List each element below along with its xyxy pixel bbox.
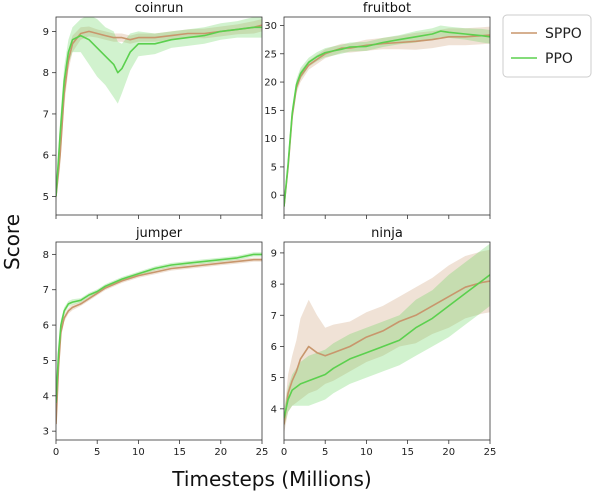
y-tick-label-coinrun-5: 5 bbox=[43, 192, 49, 203]
panel-ninja: ninja 4 5 6 7 8 9 0 5 10 15 20 25 bbox=[271, 226, 497, 458]
y-tick-label-ninja-5: 5 bbox=[271, 373, 277, 384]
panel-title-coinrun: coinrun bbox=[135, 1, 184, 16]
y-tick-label-jumper-7: 7 bbox=[43, 285, 49, 296]
y-tick-label-fruitbot-30: 30 bbox=[264, 21, 277, 32]
panel-coinrun: coinrun 5 6 7 8 9 bbox=[43, 1, 263, 219]
band-sppo-ninja bbox=[284, 249, 490, 434]
x-tick-label-ninja-20: 20 bbox=[442, 447, 455, 458]
legend: SPPO PPO bbox=[502, 14, 592, 78]
series-layer-ninja bbox=[284, 243, 490, 434]
x-tick-label-jumper-25: 25 bbox=[256, 447, 269, 458]
plot-area-jumper bbox=[56, 242, 262, 440]
y-tick-label-fruitbot-5: 5 bbox=[271, 162, 277, 173]
x-tick-label-ninja-0: 0 bbox=[281, 447, 287, 458]
x-tick-label-jumper-0: 0 bbox=[53, 447, 59, 458]
line-ppo-fruitbot bbox=[284, 30, 490, 207]
panel-fruitbot: fruitbot 0 5 10 15 20 25 30 bbox=[264, 1, 491, 219]
y-tick-label-ninja-6: 6 bbox=[271, 342, 277, 353]
plot-area-coinrun bbox=[56, 17, 262, 215]
y-tick-label-fruitbot-20: 20 bbox=[264, 78, 277, 89]
y-tick-label-jumper-5: 5 bbox=[43, 356, 49, 367]
y-tick-label-fruitbot-0: 0 bbox=[271, 191, 277, 202]
x-tick-label-ninja-15: 15 bbox=[401, 447, 414, 458]
plot-area-fruitbot bbox=[284, 17, 490, 215]
y-tick-label-fruitbot-10: 10 bbox=[264, 134, 277, 145]
y-tick-label-ninja-7: 7 bbox=[271, 311, 277, 322]
x-tick-label-jumper-15: 15 bbox=[173, 447, 186, 458]
panel-title-ninja: ninja bbox=[371, 226, 403, 241]
band-ppo-coinrun bbox=[56, 17, 262, 203]
axes-frame-ninja bbox=[283, 241, 491, 441]
panel-jumper: jumper 3 4 5 6 7 8 0 5 10 15 20 25 bbox=[43, 226, 269, 458]
y-tick-label-jumper-3: 3 bbox=[43, 427, 49, 438]
y-tick-label-coinrun-7: 7 bbox=[43, 109, 49, 120]
y-tick-label-coinrun-9: 9 bbox=[43, 27, 49, 38]
line-sppo-jumper bbox=[56, 258, 262, 425]
legend-label-sppo: SPPO bbox=[545, 26, 582, 42]
y-tick-label-jumper-4: 4 bbox=[43, 391, 49, 402]
line-ppo-jumper bbox=[56, 253, 262, 403]
figure-y-axis-label: Score bbox=[0, 214, 24, 270]
y-tick-label-fruitbot-15: 15 bbox=[264, 106, 277, 117]
line-ppo-ninja bbox=[284, 274, 490, 419]
x-tick-label-ninja-5: 5 bbox=[322, 447, 328, 458]
legend-label-ppo: PPO bbox=[545, 51, 573, 67]
x-tick-label-ninja-25: 25 bbox=[484, 447, 497, 458]
y-tick-label-jumper-6: 6 bbox=[43, 321, 49, 332]
x-tick-label-jumper-10: 10 bbox=[132, 447, 145, 458]
series-layer-fruitbot bbox=[284, 25, 490, 210]
y-tick-label-coinrun-8: 8 bbox=[43, 68, 49, 79]
y-tick-label-coinrun-6: 6 bbox=[43, 151, 49, 162]
line-sppo-ninja bbox=[284, 280, 490, 425]
axes-frame-jumper bbox=[55, 241, 263, 441]
series-layer-coinrun bbox=[56, 17, 262, 203]
plot-area-ninja bbox=[284, 242, 490, 440]
figure-x-axis-label: Timesteps (Millions) bbox=[171, 467, 371, 491]
x-tick-label-jumper-5: 5 bbox=[94, 447, 100, 458]
y-tick-label-fruitbot-25: 25 bbox=[264, 49, 277, 60]
legend-frame bbox=[502, 14, 592, 78]
axes-frame-coinrun bbox=[55, 16, 263, 216]
x-tick-label-ninja-10: 10 bbox=[360, 447, 373, 458]
y-tick-label-ninja-9: 9 bbox=[271, 248, 277, 259]
panel-title-fruitbot: fruitbot bbox=[363, 1, 411, 16]
line-ppo-coinrun bbox=[56, 26, 262, 197]
series-layer-jumper bbox=[56, 252, 262, 428]
band-ppo-ninja bbox=[284, 243, 490, 428]
x-tick-label-jumper-20: 20 bbox=[214, 447, 227, 458]
panel-title-jumper: jumper bbox=[135, 226, 183, 241]
y-tick-label-ninja-8: 8 bbox=[271, 280, 277, 291]
band-sppo-fruitbot bbox=[284, 26, 490, 210]
axes-frame-fruitbot bbox=[283, 16, 491, 216]
y-tick-label-ninja-4: 4 bbox=[271, 404, 277, 415]
y-tick-label-jumper-8: 8 bbox=[43, 250, 49, 261]
